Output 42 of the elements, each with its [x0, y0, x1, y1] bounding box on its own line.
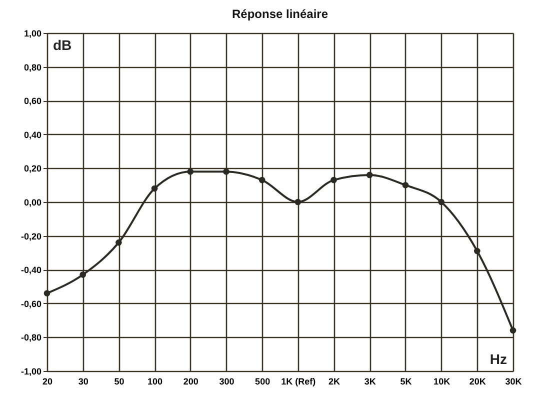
x-tick-label: 50 — [114, 376, 124, 386]
point — [330, 176, 337, 184]
y-tick-label: 0,00 — [24, 198, 42, 208]
x-tick-label: 2K — [328, 376, 341, 386]
chart-title: Réponse linéaire — [232, 7, 328, 21]
x-tick-label: 30K — [505, 376, 522, 386]
point — [474, 248, 480, 254]
point — [187, 168, 194, 175]
y-tick-label: 1,00 — [24, 28, 42, 38]
x-tick-label: 20K — [469, 376, 486, 386]
x-axis-title: Hz — [490, 351, 507, 367]
y-tick-label: -0,80 — [20, 332, 42, 343]
x-tick-label: 500 — [255, 376, 270, 386]
point — [223, 168, 230, 175]
point — [294, 198, 302, 206]
x-tick-label: 20 — [42, 376, 53, 386]
y-tick-label: 0,80 — [24, 62, 42, 72]
point — [258, 176, 266, 184]
y-tick-label: -0,60 — [20, 298, 42, 309]
point — [366, 172, 373, 178]
y-tick-label: 0,60 — [24, 96, 42, 106]
point — [151, 185, 158, 192]
y-tick-label: 0,40 — [24, 130, 42, 140]
x-tick-label: 5K — [400, 376, 412, 386]
y-tick-label: -0,40 — [20, 265, 42, 276]
y-axis-title: dB — [53, 37, 72, 53]
point — [116, 239, 122, 246]
x-tick-label: 30 — [78, 376, 88, 386]
point — [44, 290, 50, 296]
x-tick-label: 300 — [219, 376, 234, 386]
x-tick-label: 10K — [434, 376, 451, 386]
point — [438, 198, 444, 206]
x-tick-label: 1K (Ref) — [281, 376, 316, 386]
y-tick-label: 0,20 — [24, 164, 42, 174]
y-tick-label: -0,20 — [20, 231, 42, 242]
point — [80, 272, 86, 278]
x-tick-label: 100 — [148, 376, 163, 386]
y-tick-label: -1,00 — [20, 366, 42, 376]
point — [402, 182, 409, 188]
point — [510, 327, 516, 334]
x-tick-label: 3K — [364, 376, 376, 386]
x-tick-label: 200 — [183, 376, 198, 386]
